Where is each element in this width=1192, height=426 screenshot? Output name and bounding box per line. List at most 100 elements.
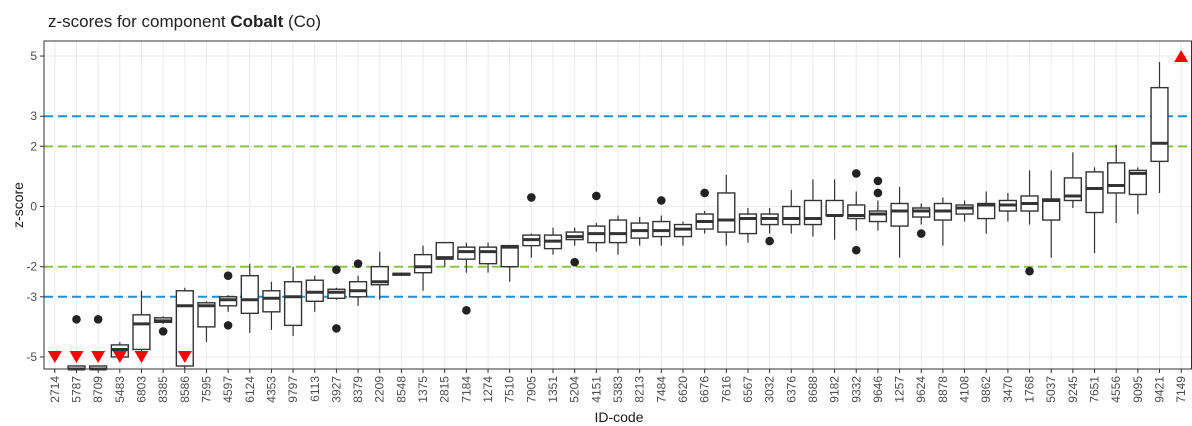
outlier-point [657, 196, 666, 205]
x-tick-label: 8548 [394, 376, 408, 403]
chart-title: z-scores for component Cobalt (Co) [48, 12, 321, 31]
box-body [240, 275, 259, 315]
outlier-point [873, 188, 883, 198]
outlier-point [353, 259, 363, 268]
x-tick-label: 7484 [654, 376, 668, 403]
box-body [457, 246, 476, 260]
y-tick-label: 2 [30, 139, 37, 153]
x-tick-label: 4108 [958, 376, 972, 403]
x-tick-label: 5787 [69, 376, 83, 403]
box-body [1042, 198, 1061, 221]
box-body [175, 290, 194, 367]
x-tick-label: 1351 [546, 376, 560, 403]
y-tick-label: 5 [30, 49, 37, 63]
box-body [327, 288, 346, 299]
x-tick-label: 4353 [264, 376, 278, 403]
box-body [717, 192, 736, 233]
offscale-low-marker [112, 350, 127, 363]
box-body [1150, 86, 1169, 163]
box-body [782, 205, 801, 226]
box-body [435, 241, 454, 260]
x-tick-label: 7905 [524, 376, 538, 403]
y-tick-label: 0 [30, 200, 37, 214]
plot-area: -5 -3 -2 0 2 3 5 2714 5787 8709 5483 6803 8385 8586 75… [26, 40, 1192, 403]
box-body [673, 223, 693, 238]
x-tick-label: 9421 [1153, 376, 1167, 403]
outlier-point [462, 306, 471, 315]
x-tick-label: 9332 [849, 376, 863, 403]
x-tick-label: 6803 [134, 376, 148, 403]
outlier-point [93, 315, 103, 324]
outlier-point [851, 245, 861, 255]
box-body [370, 265, 389, 286]
x-tick-label: 1257 [893, 376, 907, 403]
x-tick-label: 9245 [1066, 376, 1080, 403]
box-body [478, 246, 498, 265]
outlier-point [916, 229, 926, 238]
x-tick-label: 6113 [308, 376, 322, 402]
x-axis-label: ID-code [594, 409, 643, 425]
x-tick-label: 1274 [481, 376, 495, 403]
y-tick-label: -2 [26, 260, 37, 274]
x-tick-label: 6376 [784, 376, 798, 403]
outlier-point [332, 265, 341, 274]
y-tick-label: -3 [26, 290, 37, 304]
x-tick-label: 7149 [1174, 376, 1188, 403]
x-tick-label: 1768 [1023, 376, 1037, 403]
x-tick-label: 9182 [828, 376, 842, 403]
offscale-low-marker [47, 350, 62, 363]
x-tick-label: 9797 [286, 376, 300, 403]
x-tick-label: 7510 [503, 376, 517, 403]
box-body [1128, 169, 1147, 196]
outlier-point [527, 193, 536, 202]
box-body [890, 202, 909, 227]
x-tick-label: 7595 [199, 376, 213, 403]
offscale-low-marker [134, 350, 149, 363]
x-tick-label: 8379 [351, 376, 365, 403]
box-body [500, 244, 519, 268]
box-body [305, 279, 324, 302]
box-body [803, 199, 823, 226]
x-tick-label: 5383 [611, 376, 625, 403]
box-body [868, 210, 888, 223]
box-body [977, 202, 996, 220]
x-tick-label: 7651 [1088, 376, 1102, 403]
box-body [413, 253, 433, 274]
x-tick-label: 5037 [1044, 376, 1058, 403]
box-body [348, 281, 368, 298]
x-tick-label: 2209 [373, 376, 387, 403]
outlier-point [592, 191, 601, 201]
x-tick-label: 6567 [741, 376, 755, 403]
x-tick-label: 7184 [459, 376, 473, 403]
outlier-point [851, 169, 861, 178]
x-tick-label: 8688 [806, 376, 820, 403]
y-tick-label: -5 [26, 350, 37, 364]
x-tick-label: 9646 [871, 376, 885, 403]
x-tick-label: 6124 [243, 376, 257, 403]
x-tick-label: 5204 [568, 376, 582, 403]
box-body [1085, 171, 1104, 214]
x-tick-label: 8385 [156, 376, 170, 403]
box-body [608, 219, 628, 244]
outlier-point [1025, 266, 1034, 276]
x-tick-label: 6620 [676, 376, 690, 403]
box-body [283, 281, 303, 327]
box-body [197, 302, 216, 328]
x-tick-label: 6676 [698, 376, 712, 403]
x-tick-label: 3470 [1001, 376, 1015, 403]
box-body [652, 220, 671, 238]
x-tick-label: 8709 [91, 376, 105, 403]
x-tick-label: 8586 [178, 376, 192, 403]
offscale-high-marker [1174, 50, 1189, 63]
y-axis-label: z-score [10, 182, 26, 228]
box-body [218, 296, 238, 307]
outlier-point [223, 271, 233, 281]
x-tick-label: 4151 [589, 376, 603, 403]
x-tick-label: 8878 [936, 376, 950, 403]
outlier-point [223, 321, 233, 330]
x-tick-label: 2714 [48, 376, 62, 403]
box-body [1107, 162, 1126, 194]
x-tick-label: 4556 [1109, 376, 1123, 403]
offscale-low-marker [69, 350, 84, 363]
